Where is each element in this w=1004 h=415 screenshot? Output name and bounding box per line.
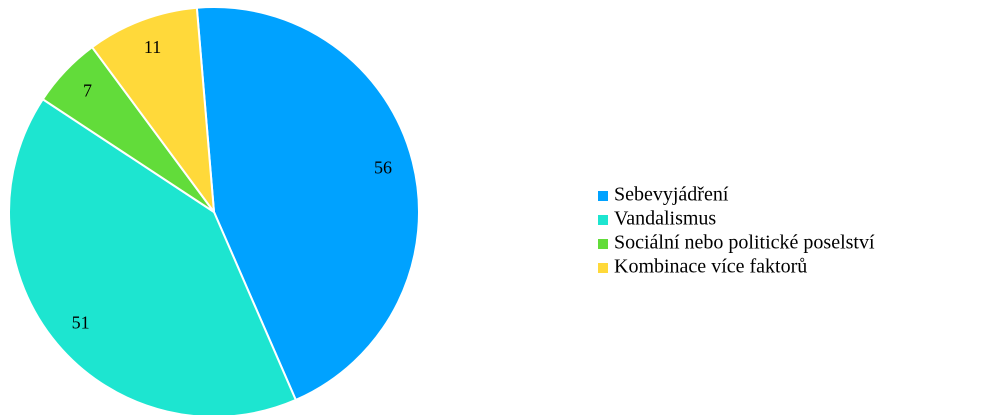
legend-swatch xyxy=(598,239,608,249)
legend-swatch xyxy=(598,191,608,201)
legend-swatch xyxy=(598,215,608,225)
pie-slice xyxy=(8,97,298,415)
pie-slice xyxy=(90,6,216,216)
legend-label: Sebevyjádření xyxy=(614,184,729,206)
data-label: 56 xyxy=(374,157,392,177)
data-label: 51 xyxy=(72,312,90,332)
pie-slice xyxy=(195,6,420,402)
legend-label: Vandalismus xyxy=(614,208,716,230)
legend-label: Kombinace více faktorů xyxy=(614,256,807,278)
legend-label: Sociální nebo politické poselství xyxy=(614,232,875,254)
data-label: 7 xyxy=(83,80,92,100)
data-label: 11 xyxy=(144,37,161,57)
legend-swatch xyxy=(598,263,608,273)
